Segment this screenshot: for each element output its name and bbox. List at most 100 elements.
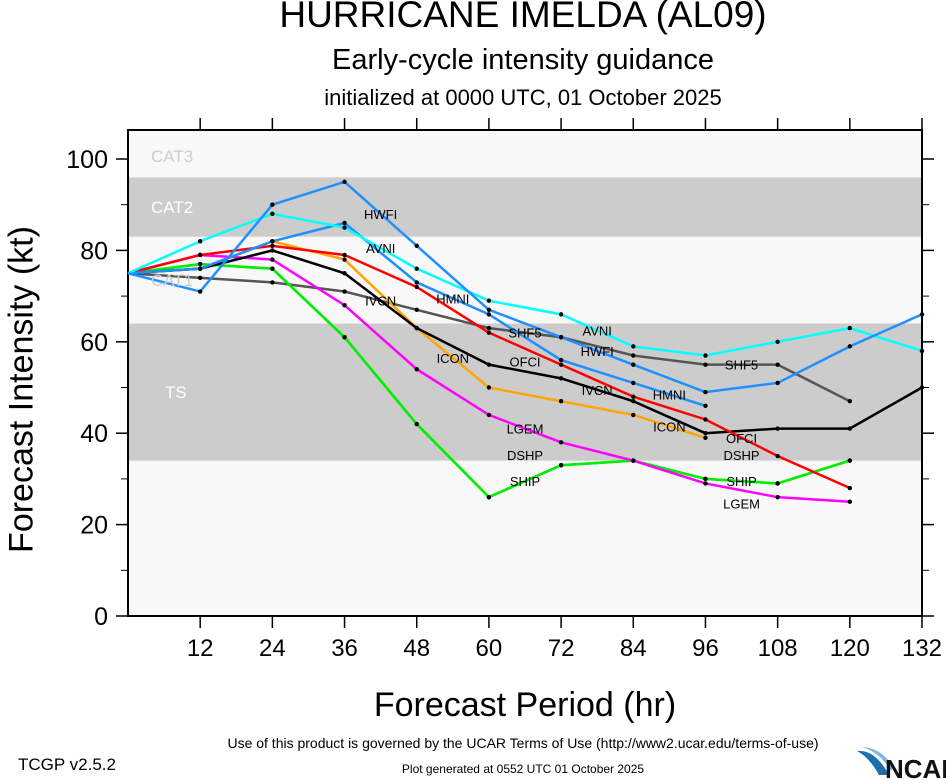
data-point	[847, 485, 853, 491]
band-label-cat3: CAT3	[151, 147, 193, 166]
data-point	[342, 252, 347, 258]
data-point	[919, 385, 925, 390]
data-point	[775, 426, 780, 431]
series-label: OFCI	[726, 431, 757, 446]
series-label: IVCN	[365, 294, 396, 309]
band-cat3	[128, 130, 922, 178]
data-point	[197, 239, 203, 244]
data-point	[558, 312, 564, 317]
band-cat2	[128, 177, 922, 237]
data-point	[558, 376, 564, 381]
data-point	[775, 380, 780, 386]
data-point	[775, 481, 780, 486]
data-point	[558, 357, 564, 363]
data-point	[270, 248, 275, 253]
band-label-cat2: CAT2	[151, 198, 193, 217]
data-point	[342, 335, 347, 340]
data-point	[270, 211, 275, 217]
x-axis-label: Forecast Period (hr)	[373, 686, 677, 724]
x-tick-label: 24	[259, 635, 286, 662]
series-label: HMNI	[653, 387, 686, 402]
x-tick-label: 36	[331, 635, 358, 662]
data-point	[342, 271, 347, 276]
x-tick-label: 84	[620, 635, 647, 662]
data-point	[558, 335, 564, 340]
series-label: DSHP	[723, 448, 759, 463]
y-tick-label: 100	[66, 146, 108, 174]
plot-frame	[127, 129, 923, 617]
series-label: HWFI	[581, 344, 614, 359]
data-point	[486, 494, 492, 500]
x-tick-label: 60	[476, 635, 503, 662]
series-label: SHF5	[725, 358, 758, 373]
generated-text: Plot generated at 0552 UTC 01 October 20…	[401, 762, 645, 776]
series-dshp	[127, 261, 853, 500]
data-point	[486, 330, 492, 335]
series-lgem	[127, 252, 853, 504]
data-point	[703, 431, 708, 436]
y-tick-label: 0	[94, 603, 108, 631]
data-point	[775, 362, 780, 367]
series-label: LGEM	[723, 496, 760, 511]
series-labels: SHF5 SHIP DSHP LGEM ICON IVCN OFCI HMNI AVNI HWFI…	[364, 207, 760, 511]
data-point	[414, 243, 419, 249]
series-label: OFCI	[509, 355, 540, 370]
series-label: HWFI	[364, 207, 397, 222]
series-label: SHIP	[726, 474, 756, 489]
data-point	[197, 289, 203, 294]
data-point	[270, 243, 275, 249]
series-ofci	[127, 243, 853, 491]
series-hwfi	[127, 179, 925, 395]
series-label: IVCN	[582, 383, 613, 398]
data-point	[197, 266, 203, 271]
data-point	[631, 412, 636, 418]
data-point	[486, 298, 492, 303]
data-point	[558, 462, 564, 468]
band-label-ts: TS	[165, 383, 187, 402]
x-tick-label: 108	[758, 635, 798, 662]
x-tick-label: 96	[692, 635, 719, 662]
data-point	[631, 399, 636, 404]
data-point	[342, 225, 347, 230]
y-axis-label: Forecast Intensity (kt)	[2, 226, 41, 553]
init-time: initialized at 0000 UTC, 01 October 2025	[324, 85, 722, 110]
data-point	[270, 266, 275, 271]
data-point	[342, 257, 347, 262]
data-point	[197, 275, 203, 281]
series-hmni	[127, 220, 708, 408]
series-label: LGEM	[507, 422, 544, 437]
data-point	[703, 362, 708, 367]
svg-text:NCAR: NCAR	[885, 754, 946, 780]
data-point	[558, 399, 564, 404]
data-point	[631, 353, 636, 358]
data-point	[847, 344, 853, 349]
data-point	[414, 284, 419, 290]
terms-of-use-text: Use of this product is governed by the U…	[227, 735, 819, 751]
y-tick-label: 60	[80, 329, 108, 357]
chart-subtitle: Early-cycle intensity guidance	[331, 44, 714, 76]
data-point	[414, 280, 419, 285]
band-cat1	[128, 236, 922, 324]
data-point	[197, 261, 203, 267]
series-label: AVNI	[582, 323, 611, 338]
data-point	[703, 389, 708, 395]
y-tick-label: 80	[80, 237, 108, 265]
data-point	[631, 394, 636, 399]
data-point	[414, 307, 419, 313]
data-point	[847, 499, 853, 504]
data-point	[775, 453, 780, 459]
band-ts	[128, 323, 922, 461]
data-point	[270, 280, 275, 285]
data-point	[775, 339, 780, 344]
data-point	[486, 312, 492, 317]
data-point	[414, 266, 419, 271]
x-tick-label: 132	[902, 635, 942, 662]
data-point	[270, 202, 275, 207]
data-point	[631, 458, 636, 463]
y-tick-label: 20	[80, 512, 108, 540]
data-point	[558, 440, 564, 445]
series-label: ICON	[653, 419, 686, 434]
data-point	[919, 348, 925, 354]
series-label: DSHP	[507, 448, 543, 463]
